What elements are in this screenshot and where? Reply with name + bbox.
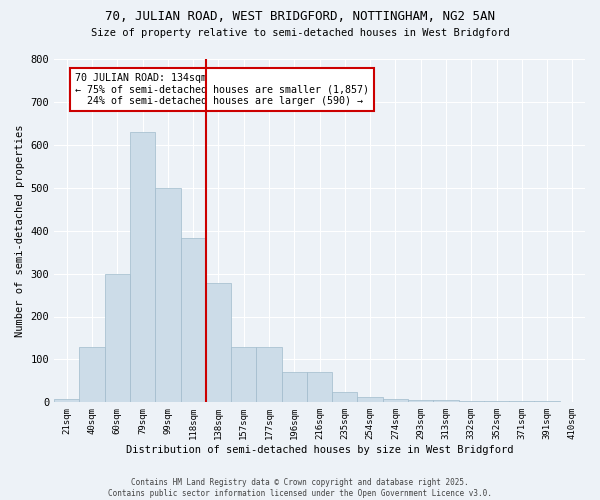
Bar <box>458 401 484 402</box>
Bar <box>155 188 181 402</box>
Bar <box>231 346 256 403</box>
Text: 70 JULIAN ROAD: 134sqm
← 75% of semi-detached houses are smaller (1,857)
  24% o: 70 JULIAN ROAD: 134sqm ← 75% of semi-det… <box>76 72 370 106</box>
Bar <box>408 400 433 402</box>
Bar <box>181 238 206 402</box>
Bar <box>54 399 79 402</box>
Bar <box>358 397 383 402</box>
Text: Size of property relative to semi-detached houses in West Bridgford: Size of property relative to semi-detach… <box>91 28 509 38</box>
Bar <box>307 372 332 402</box>
Text: Contains HM Land Registry data © Crown copyright and database right 2025.
Contai: Contains HM Land Registry data © Crown c… <box>108 478 492 498</box>
Bar <box>484 401 509 402</box>
Bar <box>206 283 231 403</box>
Bar <box>105 274 130 402</box>
Bar <box>130 132 155 402</box>
Bar <box>256 346 281 403</box>
Bar <box>332 392 358 402</box>
Bar <box>433 400 458 402</box>
Bar <box>281 372 307 402</box>
Text: 70, JULIAN ROAD, WEST BRIDGFORD, NOTTINGHAM, NG2 5AN: 70, JULIAN ROAD, WEST BRIDGFORD, NOTTING… <box>105 10 495 23</box>
Y-axis label: Number of semi-detached properties: Number of semi-detached properties <box>15 124 25 337</box>
Bar <box>383 399 408 402</box>
X-axis label: Distribution of semi-detached houses by size in West Bridgford: Distribution of semi-detached houses by … <box>126 445 514 455</box>
Bar <box>79 348 105 403</box>
